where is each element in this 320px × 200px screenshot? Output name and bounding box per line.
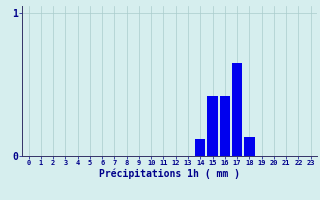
Bar [232, 63, 242, 156]
X-axis label: Précipitations 1h ( mm ): Précipitations 1h ( mm ) [99, 169, 240, 179]
Bar [195, 139, 205, 156]
Bar [207, 96, 218, 156]
Bar [244, 137, 254, 156]
Bar [220, 96, 230, 156]
